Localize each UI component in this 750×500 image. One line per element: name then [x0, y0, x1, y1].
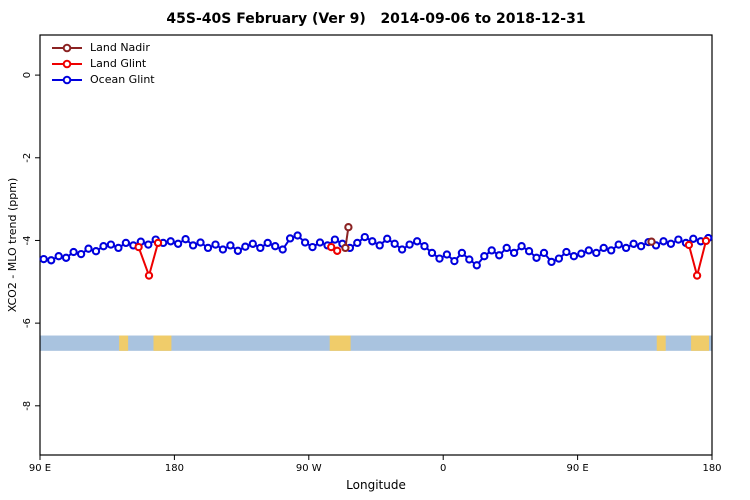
x-tick-label: 0: [440, 463, 446, 474]
land-glint-series: [134, 236, 711, 280]
y-tick-label: -6: [22, 318, 33, 328]
legend-swatch-land-glint: [52, 59, 82, 69]
chart-title: 45S-40S February (Ver 9) 2014-09-06 to 2…: [166, 11, 586, 27]
y-tick-label: -8: [22, 401, 33, 411]
y-tick-label: -2: [22, 153, 33, 163]
legend-item-land-nadir: Land Nadir: [50, 40, 155, 56]
land-patch: [656, 335, 666, 351]
axes: 90 E 180 90 W 0 90 E 180 0 -2 -4 -6 -8: [22, 72, 722, 474]
land-patch: [119, 335, 129, 351]
legend-item-ocean-glint: Ocean Glint: [50, 72, 155, 88]
plot-border: [39, 34, 713, 456]
legend-item-land-glint: Land Glint: [50, 56, 155, 72]
x-tick-label: 180: [702, 463, 721, 474]
legend-item-label: Ocean Glint: [90, 73, 155, 86]
land-patch: [329, 335, 351, 351]
land-patch: [153, 335, 172, 351]
legend-swatch-ocean-glint: [52, 75, 82, 85]
land-nadir-series: [341, 223, 656, 253]
ocean-glint-series: [39, 231, 713, 270]
map-strip: [40, 335, 712, 351]
x-tick-label: 180: [165, 463, 184, 474]
x-tick-label: 90 E: [29, 463, 51, 474]
x-tick-label: 90 E: [566, 463, 588, 474]
y-tick-label: 0: [22, 72, 33, 78]
legend-item-label: Land Glint: [90, 57, 147, 70]
legend-swatch-land-nadir: [52, 43, 82, 53]
legend-item-label: Land Nadir: [90, 41, 150, 54]
legend: Land Nadir Land Glint Ocean Glint: [50, 40, 155, 88]
land-patch: [691, 335, 710, 351]
x-axis-label: Longitude: [346, 478, 406, 492]
x-tick-label: 90 W: [296, 463, 322, 474]
y-tick-label: -4: [22, 235, 33, 245]
